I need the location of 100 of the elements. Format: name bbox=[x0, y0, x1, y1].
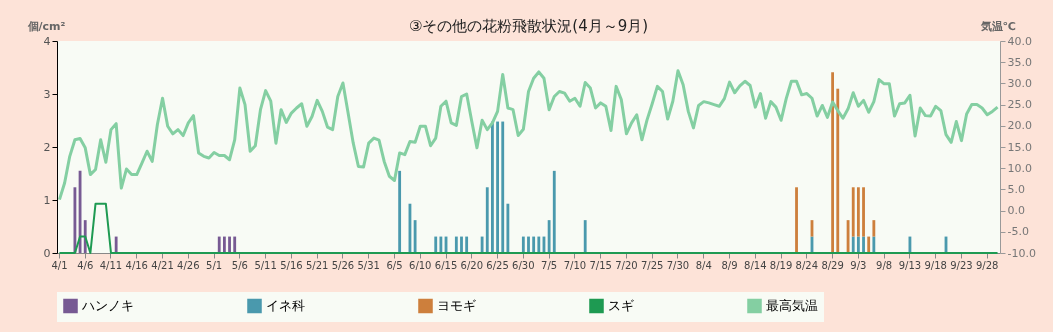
y2-tick-label: 40.0 bbox=[1007, 34, 1032, 48]
x-tick-label: 8/9 bbox=[721, 259, 738, 271]
x-tick-label: 8/29 bbox=[821, 259, 844, 271]
y-tick-label: 1 bbox=[43, 193, 51, 207]
bar bbox=[856, 236, 860, 253]
x-tick-label: 9/3 bbox=[850, 259, 867, 271]
x-tick-label: 7/5 bbox=[541, 259, 558, 271]
y2-tick-label: -10.0 bbox=[1007, 246, 1036, 260]
x-tick-label: 5/26 bbox=[331, 259, 355, 271]
x-tick-label: 5/31 bbox=[357, 259, 380, 271]
bar bbox=[398, 170, 402, 253]
bar bbox=[872, 220, 876, 237]
y2-tick-label: 0.0 bbox=[1007, 204, 1025, 218]
y-tick-label: 0 bbox=[43, 246, 51, 260]
x-tick-label: 4/1 bbox=[51, 259, 68, 271]
bar bbox=[851, 187, 855, 237]
bar bbox=[867, 236, 871, 253]
x-tick-label: 5/6 bbox=[231, 259, 248, 271]
bar bbox=[480, 236, 484, 253]
bar bbox=[856, 187, 860, 237]
bar bbox=[537, 236, 541, 253]
bar bbox=[217, 236, 221, 253]
bar bbox=[836, 88, 840, 253]
x-tick-label: 6/25 bbox=[486, 259, 509, 271]
bar bbox=[872, 236, 876, 253]
x-tick-label: 6/15 bbox=[434, 259, 458, 271]
legend-label: イネ科 bbox=[266, 297, 305, 313]
legend-label: スギ bbox=[608, 297, 634, 313]
x-tick-label: 7/25 bbox=[640, 259, 664, 271]
x-tick-label: 8/14 bbox=[744, 259, 767, 271]
x-tick-label: 4/16 bbox=[125, 259, 148, 271]
y2-tick-label: 10.0 bbox=[1007, 161, 1032, 175]
bar bbox=[547, 220, 551, 253]
x-tick-label: 5/1 bbox=[206, 259, 223, 271]
x-tick-label: 7/30 bbox=[666, 259, 690, 271]
y2-tick-label: -5.0 bbox=[1007, 225, 1029, 239]
x-tick-label: 4/21 bbox=[151, 259, 174, 271]
x-tick-label: 7/15 bbox=[589, 259, 612, 271]
bar bbox=[454, 236, 458, 253]
x-tick-label: 9/23 bbox=[950, 259, 973, 271]
bar bbox=[73, 187, 77, 253]
y-tick-label: 3 bbox=[43, 87, 51, 101]
x-tick-label: 8/19 bbox=[769, 259, 793, 271]
x-tick-label: 7/20 bbox=[615, 259, 638, 271]
y-axis-title: 個/cm² bbox=[26, 19, 66, 33]
bar bbox=[233, 236, 237, 253]
chart-title: ③その他の花粉飛散状況(4月～9月) bbox=[408, 17, 649, 35]
x-tick-label: 4/26 bbox=[177, 259, 200, 271]
x-tick-label: 7/10 bbox=[563, 259, 587, 271]
y2-tick-label: 30.0 bbox=[1007, 76, 1032, 90]
bar bbox=[439, 236, 443, 253]
bar bbox=[496, 121, 499, 253]
legend-label: ハンノキ bbox=[81, 297, 134, 313]
bar bbox=[460, 236, 463, 253]
x-tick-label: 5/21 bbox=[305, 259, 329, 271]
y2-tick-label: 20.0 bbox=[1007, 119, 1032, 133]
bar bbox=[552, 170, 556, 253]
bar bbox=[228, 236, 231, 253]
x-tick-label: 6/5 bbox=[386, 259, 403, 271]
bar bbox=[413, 220, 417, 253]
bar bbox=[862, 187, 865, 237]
bar bbox=[501, 121, 505, 253]
bar bbox=[506, 203, 510, 253]
bar bbox=[583, 220, 587, 253]
x-tick-label: 9/18 bbox=[924, 259, 947, 271]
x-tick-label: 9/13 bbox=[898, 259, 922, 271]
bar bbox=[851, 236, 855, 253]
bar bbox=[485, 187, 489, 253]
x-tick-label: 9/8 bbox=[876, 259, 893, 271]
bar bbox=[862, 236, 865, 253]
x-tick-label: 6/20 bbox=[460, 259, 484, 271]
bar bbox=[831, 72, 835, 253]
legend-label: 最高気温 bbox=[766, 297, 818, 313]
bar bbox=[434, 236, 438, 253]
bar bbox=[222, 236, 226, 253]
y2-tick-label: 25.0 bbox=[1007, 98, 1032, 112]
y2-tick-label: 15.0 bbox=[1007, 140, 1032, 154]
y2-tick-label: 35.0 bbox=[1007, 55, 1032, 69]
bar bbox=[491, 121, 494, 253]
x-tick-label: 4/6 bbox=[77, 259, 94, 271]
x-tick-label: 9/28 bbox=[976, 259, 999, 271]
legend-label: ヨモギ bbox=[437, 297, 476, 313]
x-tick-label: 8/24 bbox=[795, 259, 819, 271]
x-tick-label: 8/4 bbox=[695, 259, 712, 271]
y2-axis-title: 気温℃ bbox=[979, 19, 1016, 33]
bar bbox=[532, 236, 536, 253]
bar bbox=[114, 236, 118, 253]
x-tick-label: 4/11 bbox=[99, 259, 123, 271]
bar bbox=[795, 187, 798, 253]
y2-tick-label: 5.0 bbox=[1007, 182, 1025, 196]
bar bbox=[465, 236, 469, 253]
x-tick-label: 6/30 bbox=[512, 259, 535, 271]
line-series bbox=[57, 69, 1000, 202]
bar bbox=[521, 236, 525, 253]
x-tick-label: 6/10 bbox=[409, 259, 432, 271]
bar bbox=[527, 236, 530, 253]
x-tick-label: 5/16 bbox=[280, 259, 303, 271]
y-tick-label: 2 bbox=[43, 140, 51, 154]
x-tick-label: 5/11 bbox=[254, 259, 277, 271]
y-tick-label: 4 bbox=[43, 34, 51, 48]
